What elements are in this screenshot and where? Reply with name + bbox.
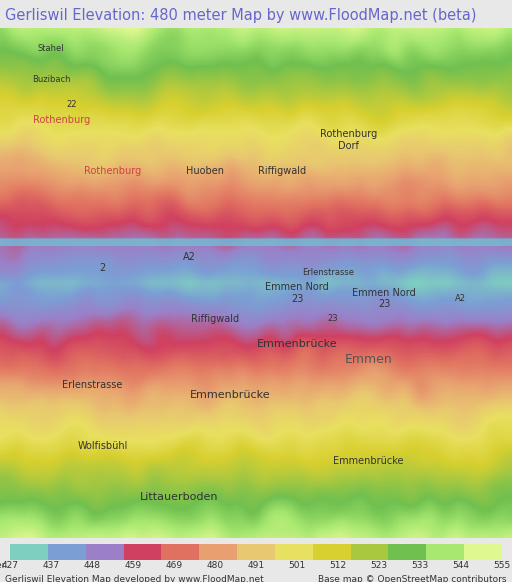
Bar	[426, 544, 464, 560]
Bar	[351, 544, 388, 560]
Bar	[10, 544, 48, 560]
Text: Emmen Nord
23: Emmen Nord 23	[265, 282, 329, 304]
Text: Huoben: Huoben	[186, 166, 224, 176]
Text: A2: A2	[455, 294, 466, 303]
Text: Emmenbrücke: Emmenbrücke	[190, 390, 271, 400]
Text: Gerliswil Elevation: 480 meter Map by www.FloodMap.net (beta): Gerliswil Elevation: 480 meter Map by ww…	[5, 8, 477, 23]
Text: 427: 427	[2, 561, 19, 570]
Text: 501: 501	[288, 561, 306, 570]
Text: Rothenburg: Rothenburg	[84, 166, 141, 176]
Bar	[124, 544, 161, 560]
Text: Emmen: Emmen	[345, 353, 393, 366]
Bar	[199, 544, 237, 560]
Text: Erlenstrasse: Erlenstrasse	[62, 380, 122, 390]
Text: Base map © OpenStreetMap contributors: Base map © OpenStreetMap contributors	[318, 576, 507, 582]
Text: Riffigwald: Riffigwald	[258, 166, 306, 176]
Bar	[86, 544, 124, 560]
Text: Erlenstrasse: Erlenstrasse	[302, 268, 354, 277]
Text: Wolfisbühl: Wolfisbühl	[77, 441, 127, 451]
Bar	[388, 544, 426, 560]
Text: Emmen Nord
23: Emmen Nord 23	[352, 288, 416, 309]
Text: Emmenbrücke: Emmenbrücke	[257, 339, 337, 349]
Text: 459: 459	[124, 561, 142, 570]
Text: 533: 533	[411, 561, 429, 570]
Text: 512: 512	[329, 561, 347, 570]
Bar	[161, 544, 199, 560]
Text: Stahel: Stahel	[38, 44, 65, 53]
Text: 491: 491	[247, 561, 265, 570]
Text: 544: 544	[452, 561, 470, 570]
Bar	[313, 544, 351, 560]
Bar	[48, 544, 86, 560]
Text: Emmenbrücke: Emmenbrücke	[333, 456, 404, 467]
Text: Rothenburg
Dorf: Rothenburg Dorf	[319, 129, 377, 151]
Text: 437: 437	[42, 561, 60, 570]
Bar	[275, 544, 313, 560]
Text: meter: meter	[0, 561, 5, 570]
Text: 448: 448	[83, 561, 101, 570]
Text: 480: 480	[206, 561, 224, 570]
Bar	[464, 544, 502, 560]
Text: Littauerboden: Littauerboden	[140, 492, 219, 502]
Text: 523: 523	[370, 561, 388, 570]
Text: 469: 469	[165, 561, 183, 570]
Bar	[237, 544, 275, 560]
Text: Rothenburg: Rothenburg	[33, 115, 90, 125]
Text: A2: A2	[183, 253, 196, 262]
Text: 22: 22	[67, 100, 77, 109]
Text: Buzibach: Buzibach	[32, 74, 71, 83]
Text: 2: 2	[99, 262, 105, 273]
Text: Riffigwald: Riffigwald	[191, 314, 239, 324]
Text: 23: 23	[328, 314, 338, 323]
Text: 555: 555	[493, 561, 510, 570]
Text: Gerliswil Elevation Map developed by www.FloodMap.net: Gerliswil Elevation Map developed by www…	[5, 576, 264, 582]
